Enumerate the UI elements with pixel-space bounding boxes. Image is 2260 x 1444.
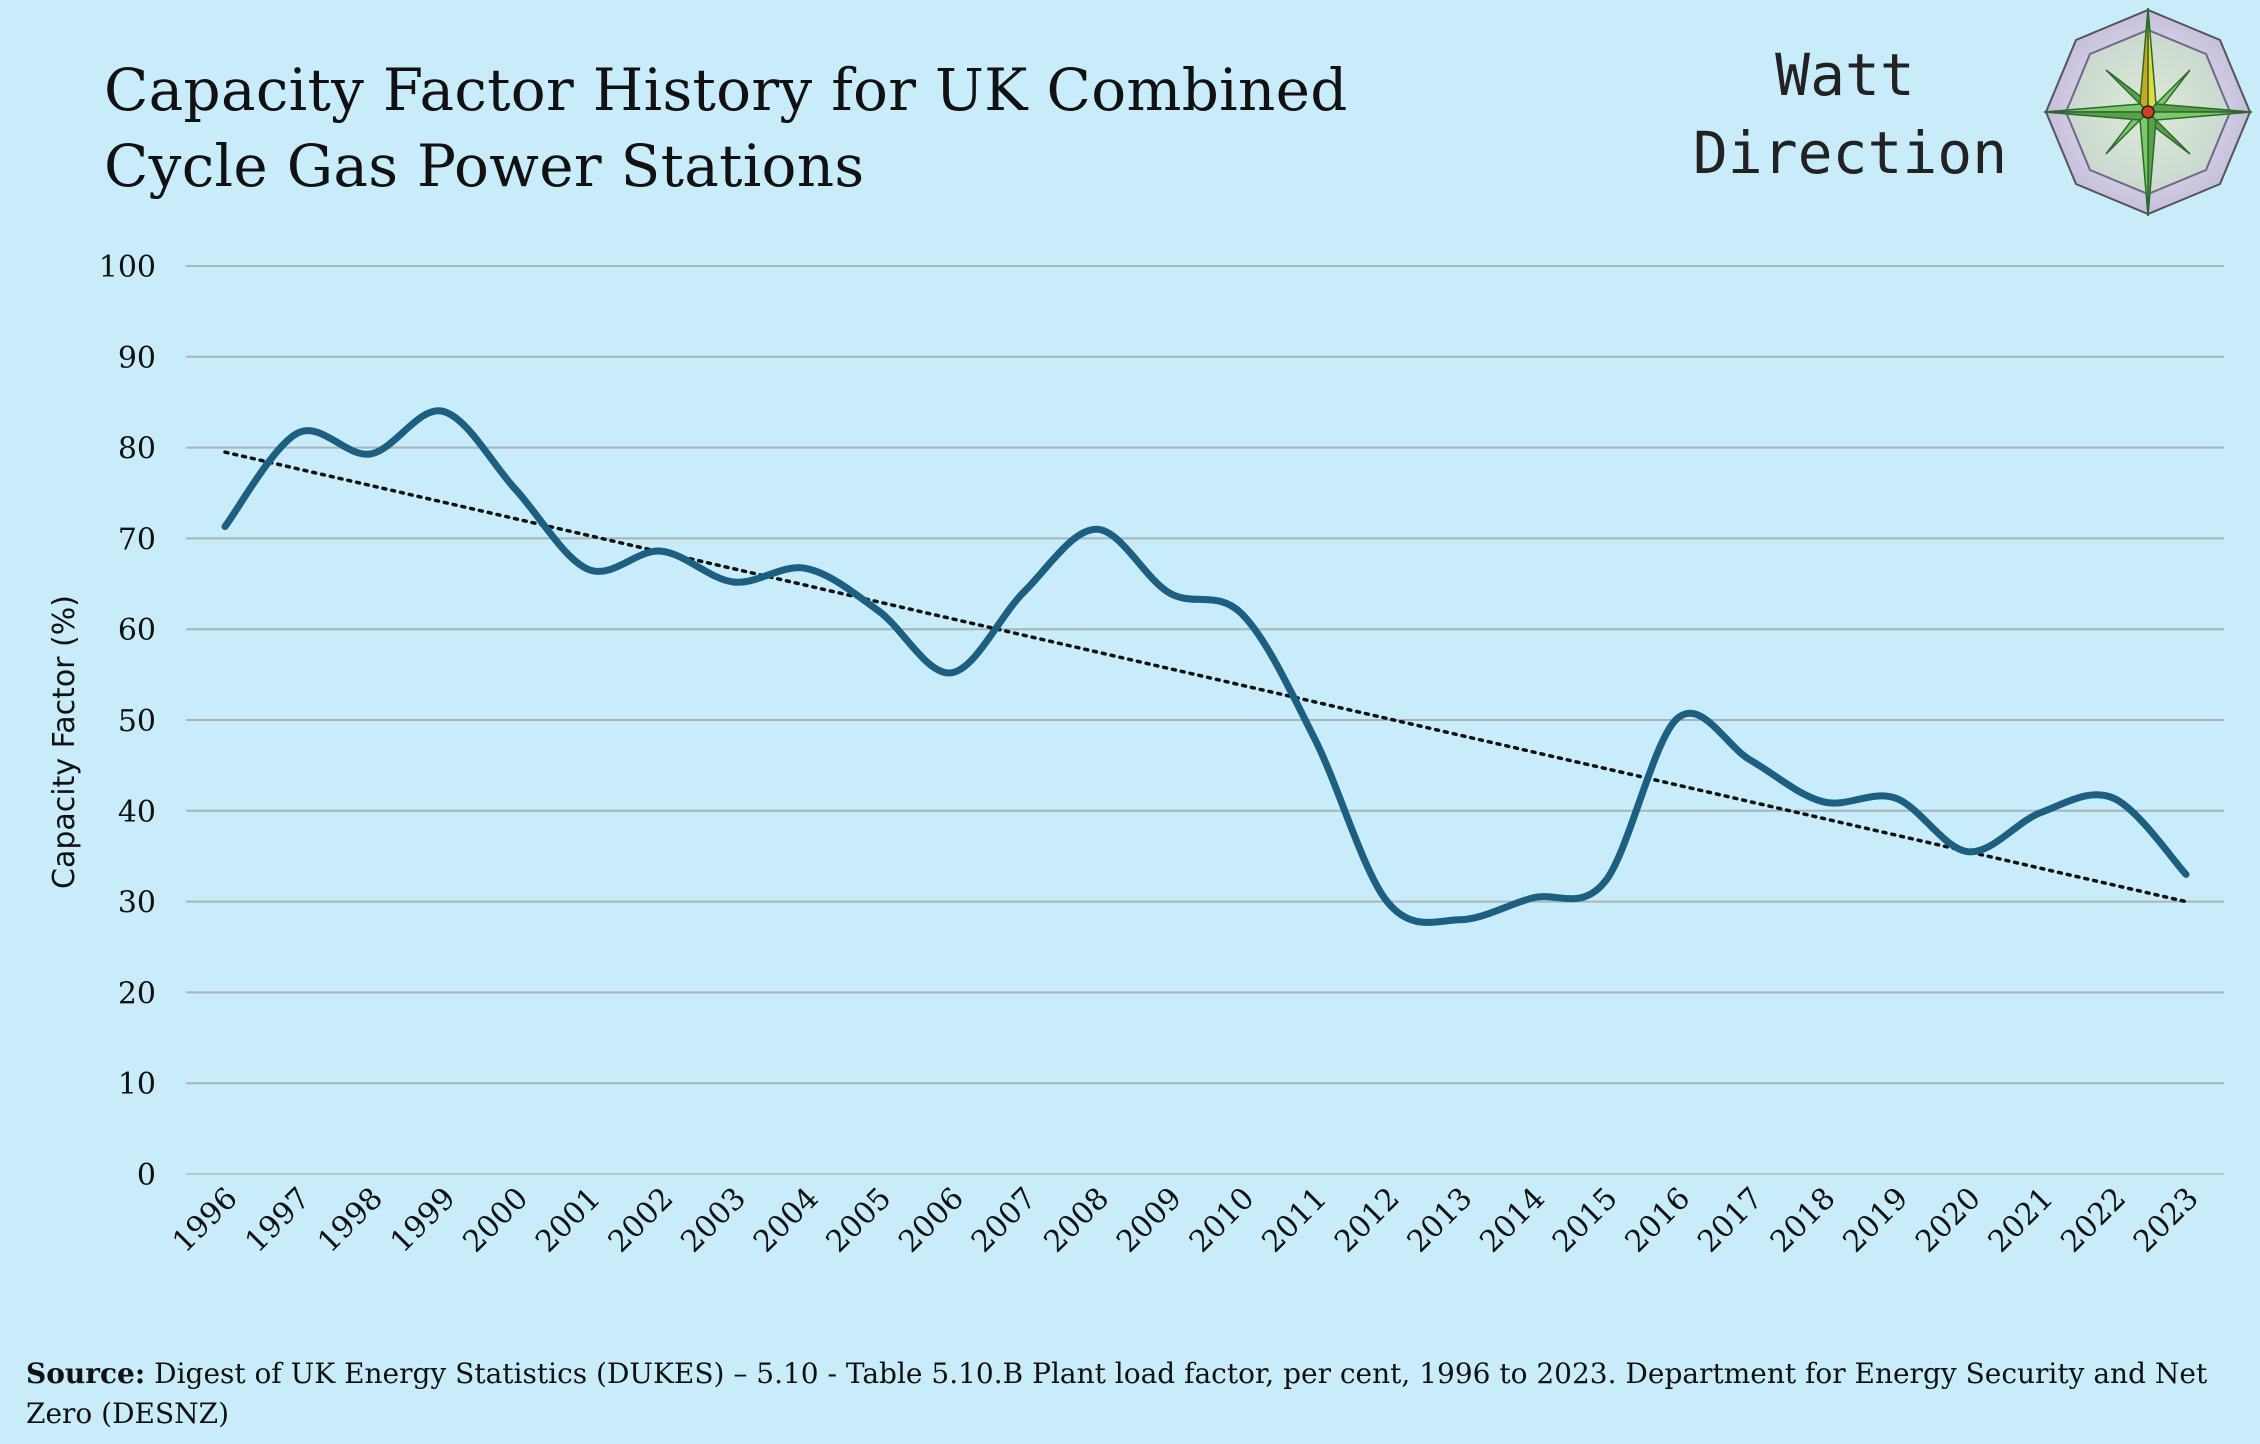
x-tick-label: 2015 xyxy=(1546,1181,1625,1260)
y-tick-label: 90 xyxy=(118,341,156,376)
y-tick-label: 20 xyxy=(118,976,156,1011)
x-tick-label: 2012 xyxy=(1328,1181,1407,1260)
y-tick-label: 70 xyxy=(118,522,156,557)
y-tick-labels: 0 10 20 30 40 50 60 70 80 90 100 xyxy=(99,250,156,1193)
y-axis-label: Capacity Factor (%) xyxy=(47,595,82,889)
compass-rose-icon xyxy=(2043,7,2253,217)
brand-logo-text: Watt Direction xyxy=(1650,36,2050,192)
y-tick-label: 0 xyxy=(137,1158,156,1193)
x-tick-label: 2013 xyxy=(1401,1181,1480,1260)
x-tick-label: 1997 xyxy=(239,1181,318,1260)
x-tick-label: 2003 xyxy=(674,1181,753,1260)
source-label: Source: xyxy=(26,1357,146,1390)
x-tick-label: 2002 xyxy=(602,1181,681,1260)
brand-logo-line-2: Direction xyxy=(1692,119,2008,187)
x-tick-label: 2000 xyxy=(456,1181,535,1260)
x-tick-label: 1999 xyxy=(384,1181,463,1260)
chart-title: Capacity Factor History for UK Combined … xyxy=(104,52,1404,204)
x-tick-label: 2019 xyxy=(1836,1181,1915,1260)
chart-title-line-2: Cycle Gas Power Stations xyxy=(104,132,865,200)
x-tick-labels: 1996199719981999200020012002200320042005… xyxy=(166,1181,2206,1260)
x-tick-label: 2017 xyxy=(1691,1181,1770,1260)
x-tick-label: 2020 xyxy=(1909,1181,1988,1260)
x-tick-label: 2014 xyxy=(1473,1181,1552,1260)
x-tick-label: 2021 xyxy=(1982,1181,2061,1260)
brand-logo-line-1: Watt xyxy=(1775,41,1915,109)
chart-title-line-1: Capacity Factor History for UK Combined xyxy=(104,56,1348,124)
y-tick-label: 10 xyxy=(118,1067,156,1102)
trendline-layer xyxy=(223,450,2188,904)
x-tick-label: 2006 xyxy=(892,1181,971,1260)
y-tick-label: 50 xyxy=(118,704,156,739)
x-tick-label: 2001 xyxy=(529,1181,608,1260)
x-tick-label: 1998 xyxy=(311,1181,390,1260)
x-tick-label: 2007 xyxy=(965,1181,1044,1260)
x-tick-label: 2009 xyxy=(1110,1181,1189,1260)
y-tick-label: 80 xyxy=(118,432,156,467)
x-tick-label: 2016 xyxy=(1619,1181,1698,1260)
trendline xyxy=(223,450,2188,904)
x-tick-label: 2004 xyxy=(747,1181,826,1260)
series-line-0 xyxy=(221,407,2190,926)
y-tick-label: 100 xyxy=(99,250,156,285)
x-tick-label: 2022 xyxy=(2054,1181,2133,1260)
source-note: Source: Digest of UK Energy Statistics (… xyxy=(26,1354,2226,1434)
compass-center xyxy=(2141,105,2155,119)
x-tick-label: 2023 xyxy=(2127,1181,2206,1260)
y-tick-label: 30 xyxy=(118,886,156,921)
x-tick-label: 2008 xyxy=(1037,1181,1116,1260)
y-tick-label: 40 xyxy=(118,795,156,830)
x-tick-label: 2011 xyxy=(1255,1181,1334,1260)
x-tick-label: 2010 xyxy=(1183,1181,1262,1260)
series-layer xyxy=(221,407,2190,926)
x-tick-label: 2018 xyxy=(1764,1181,1843,1260)
y-tick-label: 60 xyxy=(118,613,156,648)
source-text: Digest of UK Energy Statistics (DUKES) –… xyxy=(26,1357,2208,1430)
x-tick-label: 2005 xyxy=(820,1181,899,1260)
gridlines xyxy=(186,265,2224,1175)
x-tick-label: 1996 xyxy=(166,1181,245,1260)
